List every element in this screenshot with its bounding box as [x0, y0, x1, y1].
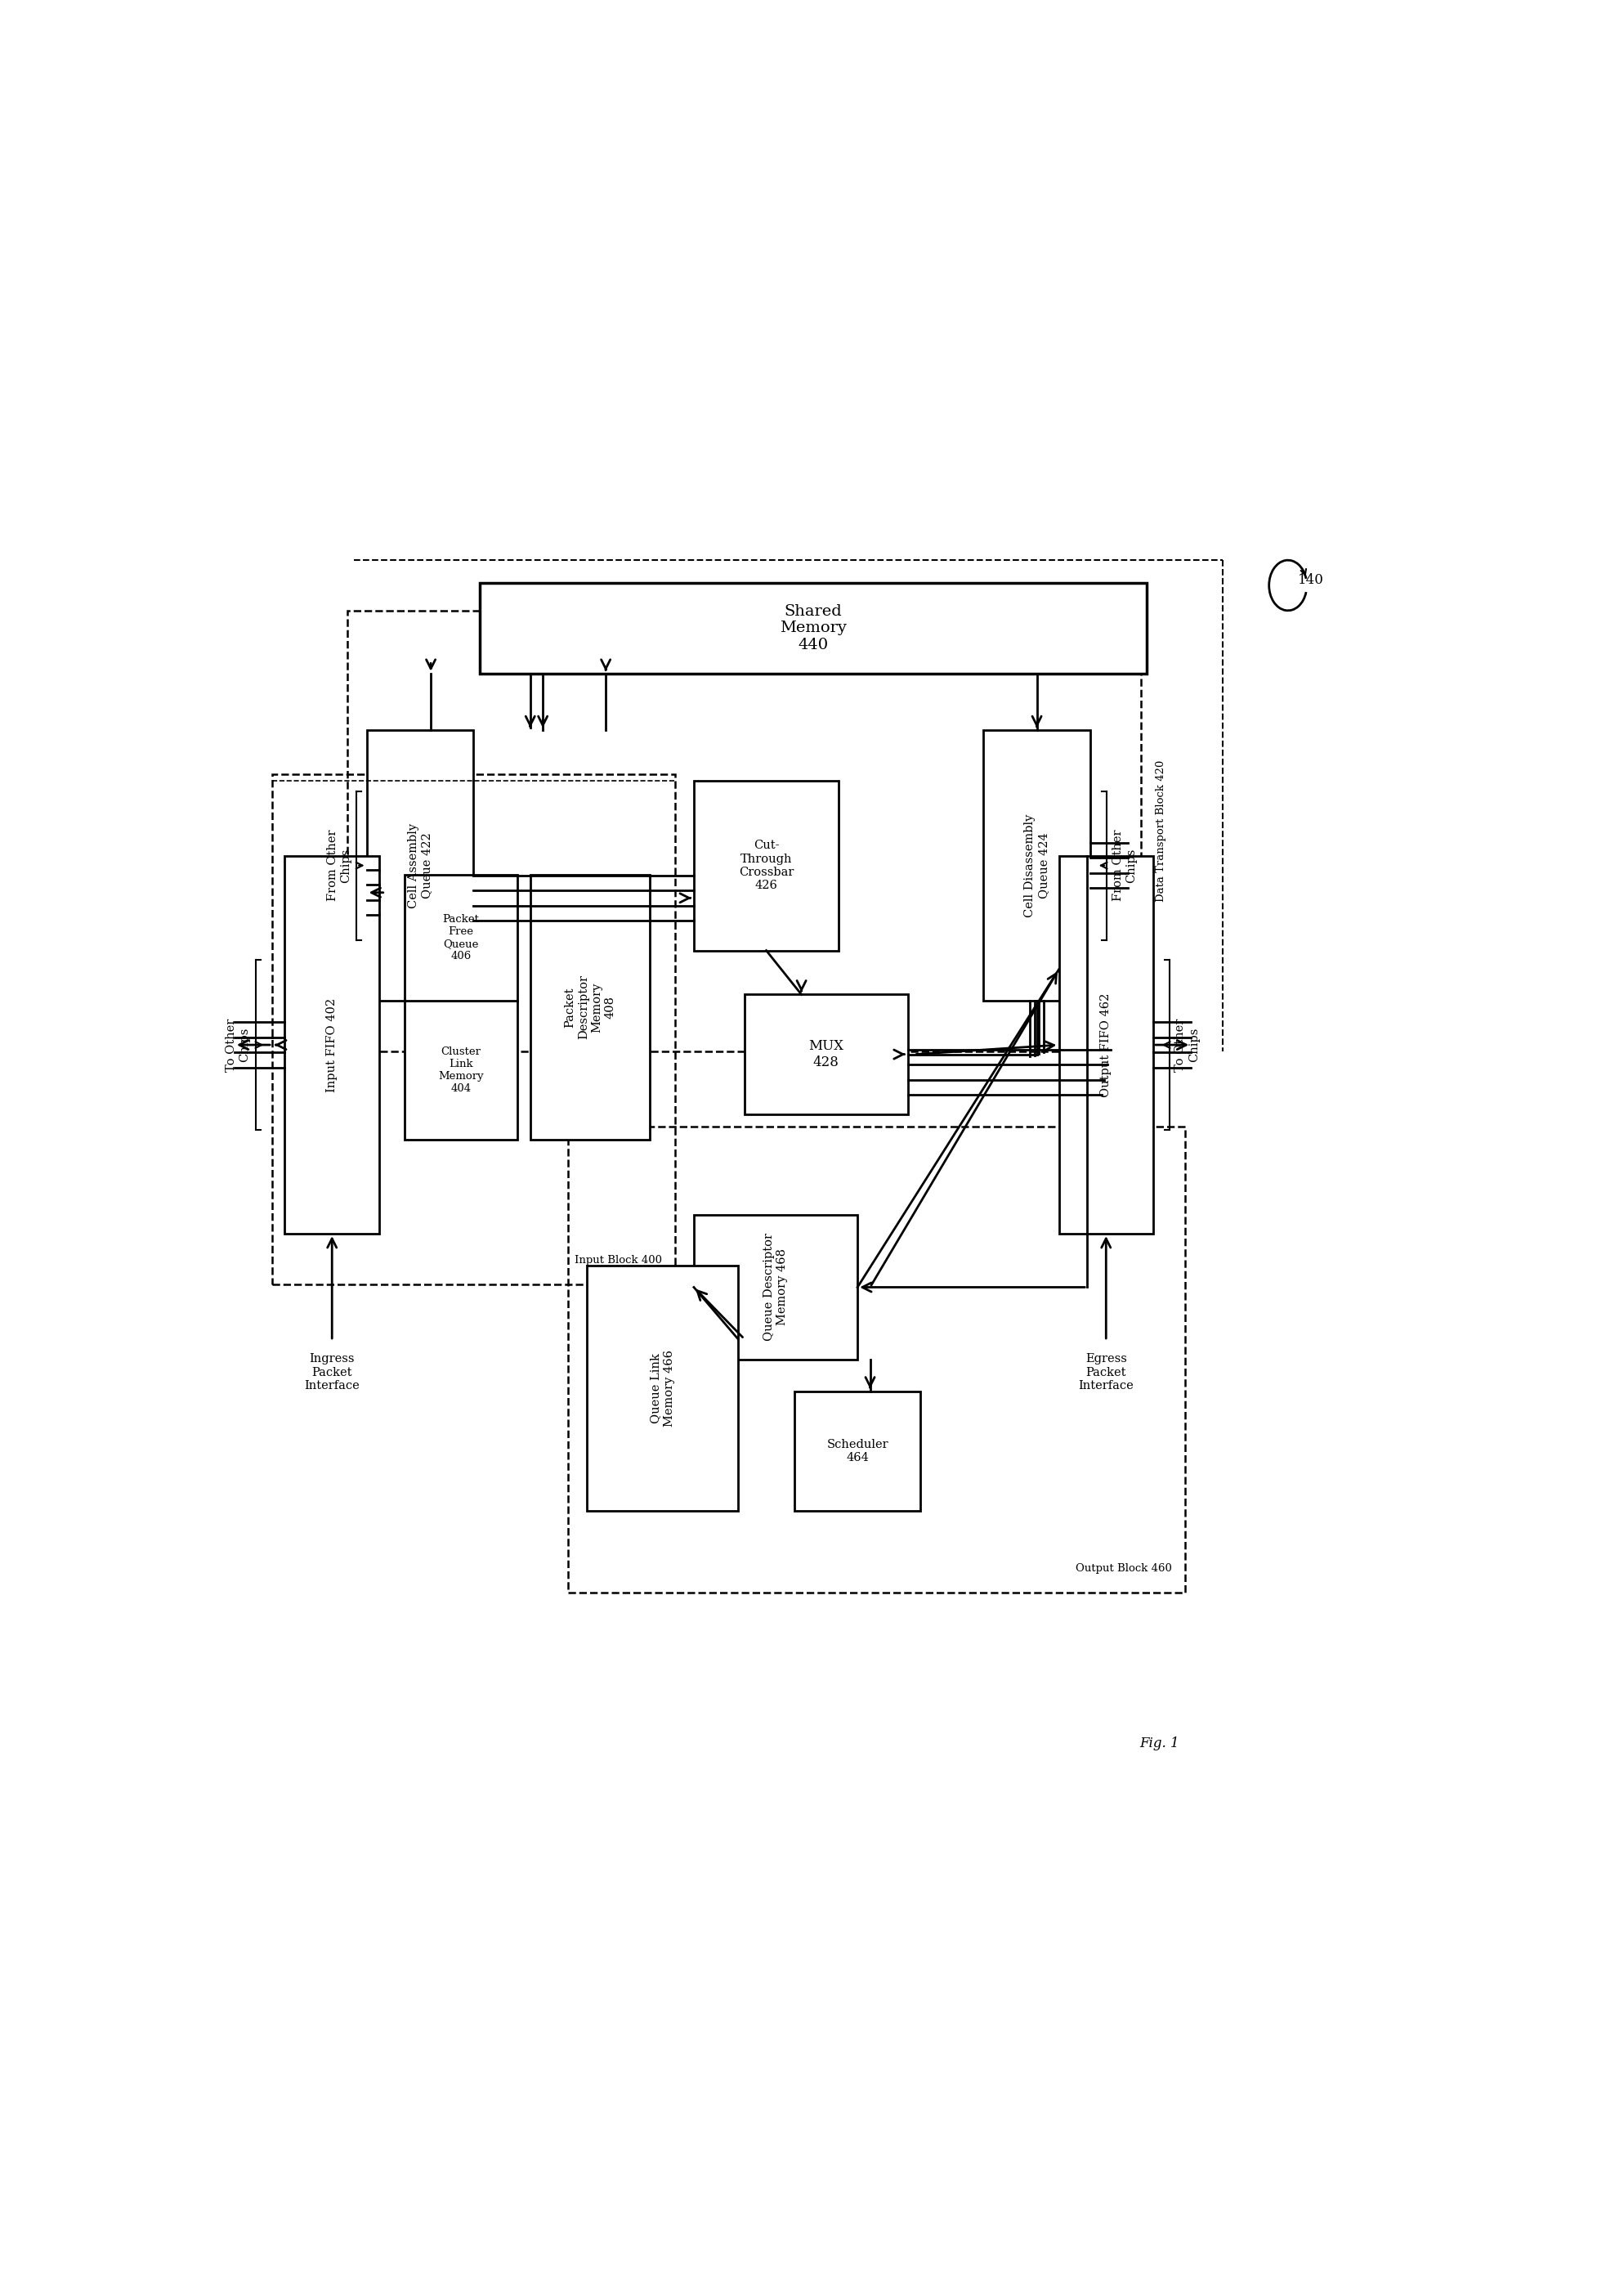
- Text: Fig. 1: Fig. 1: [1140, 1736, 1179, 1750]
- Bar: [794, 1391, 921, 1510]
- Bar: [348, 611, 1140, 1052]
- Text: Input FIFO 402: Input FIFO 402: [326, 997, 338, 1093]
- Text: Ingress
Packet
Interface: Ingress Packet Interface: [304, 1353, 359, 1391]
- Text: Queue Descriptor
Memory 468: Queue Descriptor Memory 468: [763, 1234, 788, 1341]
- Text: From Other
Chips: From Other Chips: [1112, 830, 1137, 901]
- Text: Shared
Memory
440: Shared Memory 440: [780, 604, 846, 652]
- Bar: [404, 1001, 518, 1138]
- Text: To Other
Chips: To Other Chips: [1174, 1017, 1200, 1072]
- Bar: [568, 1127, 1186, 1592]
- Bar: [744, 995, 908, 1113]
- Text: Cell Assembly
Queue 422: Cell Assembly Queue 422: [408, 823, 432, 908]
- Text: Output Block 460: Output Block 460: [1075, 1562, 1173, 1574]
- Bar: [693, 1216, 857, 1359]
- Bar: [983, 730, 1090, 1001]
- Text: MUX
428: MUX 428: [809, 1040, 843, 1070]
- Bar: [284, 855, 380, 1234]
- Bar: [529, 876, 650, 1138]
- Text: From Other
Chips: From Other Chips: [326, 830, 351, 901]
- Text: Cluster
Link
Memory
404: Cluster Link Memory 404: [438, 1047, 484, 1095]
- Bar: [586, 1266, 737, 1510]
- Text: Queue Link
Memory 466: Queue Link Memory 466: [650, 1350, 674, 1426]
- Text: Packet
Descriptor
Memory
408: Packet Descriptor Memory 408: [565, 974, 615, 1040]
- Text: Data Transport Block 420: Data Transport Block 420: [1156, 760, 1166, 901]
- Text: 140: 140: [1298, 573, 1324, 586]
- Text: Output FIFO 462: Output FIFO 462: [1101, 992, 1112, 1097]
- Bar: [404, 876, 518, 1001]
- Text: Cell Disassembly
Queue 424: Cell Disassembly Queue 424: [1025, 814, 1049, 917]
- Bar: [273, 773, 676, 1284]
- Bar: [693, 780, 838, 951]
- Bar: [481, 584, 1147, 673]
- Bar: [367, 730, 474, 1001]
- Text: Egress
Packet
Interface: Egress Packet Interface: [1078, 1353, 1134, 1391]
- Text: Cut-
Through
Crossbar
426: Cut- Through Crossbar 426: [739, 839, 794, 892]
- Text: Packet
Free
Queue
406: Packet Free Queue 406: [443, 915, 479, 963]
- Text: To Other
Chips: To Other Chips: [226, 1017, 250, 1072]
- Text: Scheduler
464: Scheduler 464: [827, 1439, 888, 1462]
- Bar: [1059, 855, 1153, 1234]
- Text: Input Block 400: Input Block 400: [575, 1255, 663, 1266]
